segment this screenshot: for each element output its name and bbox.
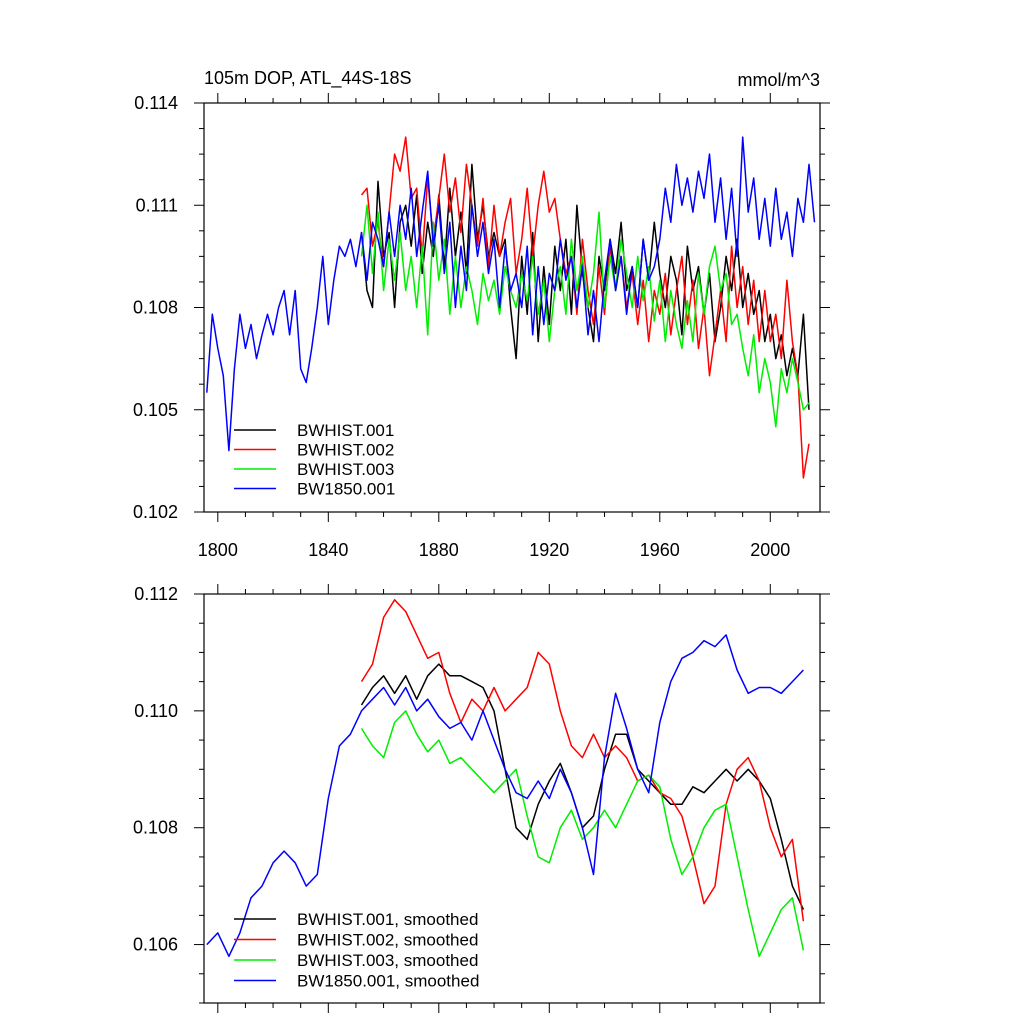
legend-label: BW1850.001, smoothed — [297, 972, 479, 991]
y-tick-label: 0.105 — [133, 400, 178, 420]
units-label: mmol/m^3 — [738, 70, 820, 90]
bottom-panel: 0.106 0.108 0.110 0.112 BWHIST.001, smoothed… — [133, 584, 830, 1013]
x-tick-label: 1880 — [419, 540, 459, 560]
y-tick-label: 0.110 — [134, 701, 178, 721]
y-tick-label: 0.108 — [133, 298, 178, 318]
legend-label: BW1850.001 — [297, 480, 395, 499]
x-tick-label: 1840 — [308, 540, 348, 560]
x-tick-label: 1960 — [640, 540, 680, 560]
y-tick-label: 0.111 — [136, 195, 178, 215]
legend-label: BWHIST.002 — [297, 441, 394, 460]
y-tick-label: 0.108 — [133, 818, 178, 838]
legend-label: BWHIST.003 — [297, 460, 394, 479]
legend-label: BWHIST.001 — [297, 421, 394, 440]
legend-label: BWHIST.003, smoothed — [297, 951, 478, 970]
y-tick-label: 0.102 — [133, 502, 178, 522]
y-tick-label: 0.112 — [134, 584, 178, 604]
y-tick-label: 0.106 — [133, 935, 178, 955]
top-panel: 105m DOP, ATL_44S-18S mmol/m^3 1800 1840 1… — [133, 68, 830, 560]
x-tick-label: 2000 — [750, 540, 790, 560]
x-tick-label: 1800 — [198, 540, 238, 560]
series-line-4 — [206, 634, 804, 958]
series-line-3 — [360, 204, 810, 428]
series-line-3 — [360, 710, 805, 958]
x-tick-label: 1920 — [529, 540, 569, 560]
y-tick-label: 0.114 — [134, 93, 178, 113]
series-line-4 — [206, 136, 816, 452]
legend-label: BWHIST.001, smoothed — [297, 910, 478, 929]
chart-title: 105m DOP, ATL_44S-18S — [204, 68, 411, 89]
series-line-2 — [360, 599, 805, 922]
series-line-2 — [360, 136, 810, 479]
legend-label: BWHIST.002, smoothed — [297, 931, 478, 950]
series-line-1 — [360, 663, 805, 910]
